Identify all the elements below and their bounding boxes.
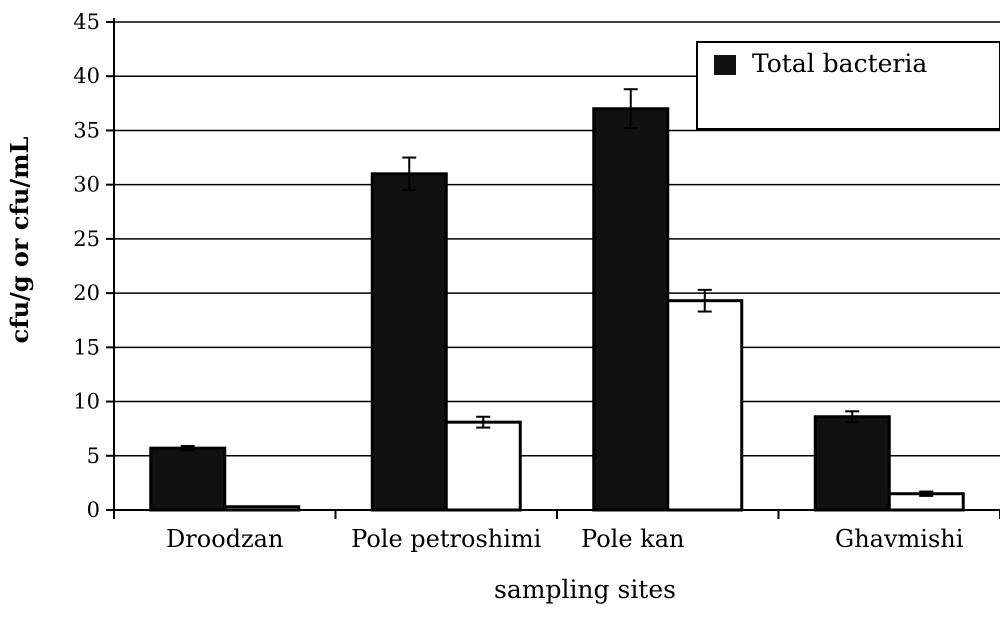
x-tick-label: Droodzan: [166, 525, 283, 553]
y-tick-label: 20: [73, 281, 100, 305]
legend-swatch-total-bacteria: [714, 55, 736, 75]
legend-box: [696, 41, 1000, 130]
gridlines: [114, 21, 1000, 457]
y-axis-title: cfu/g or cfu/mL: [5, 137, 34, 344]
y-tick-label: 35: [73, 118, 100, 142]
y-tick-label: 40: [73, 64, 100, 88]
x-tick-label: Ghavmishi: [835, 525, 964, 553]
axes: [113, 18, 1000, 511]
bar: [666, 299, 744, 512]
bars: [149, 88, 965, 512]
x-tick-label: Pole kan: [581, 525, 684, 553]
y-tick-label: 0: [87, 498, 100, 522]
bar: [370, 172, 448, 512]
bar: [592, 107, 670, 512]
y-axis-ticks: 0 5 10 15 20 25 30 35 40 45: [73, 10, 114, 522]
x-axis-ticks: Droodzan Pole petroshimi Pole kan Ghavmishi: [113, 510, 1000, 553]
bar: [444, 420, 522, 512]
y-tick-label: 15: [73, 335, 100, 359]
bar: [149, 446, 227, 512]
y-tick-label: 10: [73, 390, 100, 414]
legend: Total bacteria: [696, 41, 1000, 130]
x-axis-title: sampling sites: [494, 575, 676, 604]
y-tick-label: 45: [73, 10, 100, 34]
legend-label-total-bacteria: Total bacteria: [752, 49, 927, 78]
x-tick-label: Pole petroshimi: [351, 525, 541, 553]
y-tick-label: 25: [73, 227, 100, 251]
y-tick-label: 5: [87, 444, 100, 468]
y-tick-label: 30: [73, 173, 100, 197]
bar: [813, 415, 891, 512]
